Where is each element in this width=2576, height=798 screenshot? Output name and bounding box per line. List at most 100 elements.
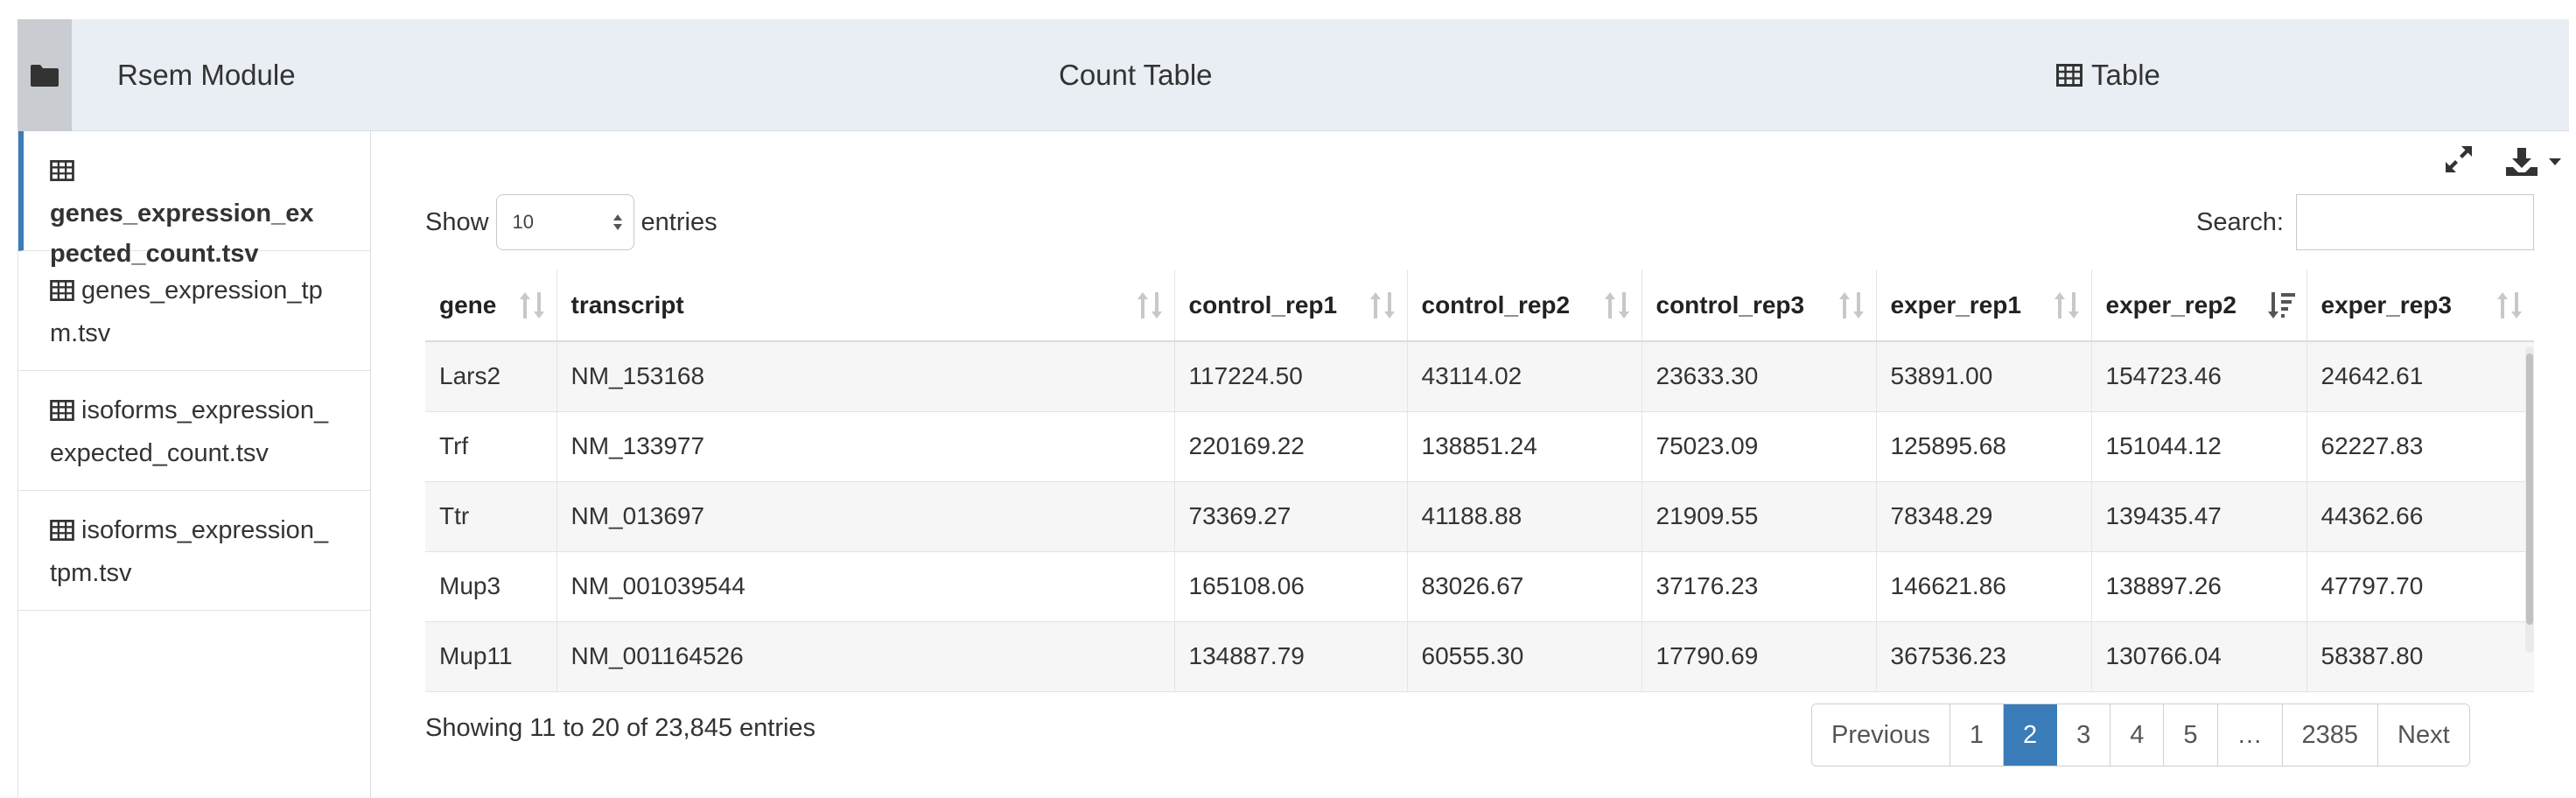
cell-gene: Mup3 — [425, 551, 557, 622]
expand-icon — [2446, 146, 2472, 172]
sort-icon — [1369, 290, 1396, 320]
sidebar-item-label: isoforms_expression_ expected_count.tsv — [50, 396, 329, 467]
sidebar-item-isoforms-expected-count[interactable]: isoforms_expression_ expected_count.tsv — [18, 371, 370, 491]
table-view-tab[interactable]: Table — [2056, 19, 2160, 131]
column-header-gene[interactable]: gene — [425, 270, 557, 342]
module-header: Rsem Module Count Table Table — [18, 19, 2569, 131]
table-header-row: gene transcript control_rep1 control_rep… — [425, 270, 2534, 342]
cell-gene: Ttr — [425, 481, 557, 552]
table-icon — [50, 393, 74, 433]
page-button-1[interactable]: 1 — [1950, 704, 2004, 766]
folder-toggle-button[interactable] — [18, 19, 72, 131]
cell-gene: Trf — [425, 411, 557, 482]
cell-transcript: NM_001039544 — [556, 551, 1175, 622]
page-next-button[interactable]: Next — [2378, 704, 2469, 766]
cell-control-rep1: 165108.06 — [1174, 551, 1408, 622]
expand-button[interactable] — [2443, 144, 2474, 179]
sort-icon — [2497, 290, 2524, 320]
cell-control-rep2: 138851.24 — [1407, 411, 1642, 482]
cell-exper-rep2: 154723.46 — [2091, 341, 2307, 412]
scrollbar-thumb[interactable] — [2526, 354, 2533, 625]
entries-label: entries — [640, 207, 718, 236]
cell-gene: Mup11 — [425, 621, 557, 692]
select-arrows-icon — [612, 214, 622, 230]
table-tools — [2443, 144, 2562, 179]
cell-exper-rep3: 58387.80 — [2306, 621, 2534, 692]
cell-exper-rep2: 151044.12 — [2091, 411, 2307, 482]
column-header-control-rep2[interactable]: control_rep2 — [1407, 270, 1642, 342]
cell-exper-rep3: 47797.70 — [2306, 551, 2534, 622]
table-view-label: Table — [2091, 59, 2160, 91]
caret-down-icon — [2549, 158, 2561, 165]
cell-exper-rep3: 62227.83 — [2306, 411, 2534, 482]
sort-icon — [1604, 290, 1631, 320]
sort-icon — [1137, 290, 1164, 320]
sidebar-item-isoforms-tpm[interactable]: isoforms_expression_ tpm.tsv — [18, 491, 370, 611]
download-dropdown-button[interactable] — [2504, 146, 2562, 178]
download-icon — [2506, 147, 2538, 176]
cell-control-rep3: 23633.30 — [1642, 341, 1877, 412]
cell-exper-rep1: 78348.29 — [1876, 481, 2092, 552]
cell-control-rep2: 60555.30 — [1407, 621, 1642, 692]
column-header-control-rep3[interactable]: control_rep3 — [1642, 270, 1877, 342]
module-title: Rsem Module — [117, 59, 296, 91]
page-button-2[interactable]: 2 — [2003, 704, 2058, 766]
cell-control-rep1: 73369.27 — [1174, 481, 1408, 552]
cell-control-rep1: 220169.22 — [1174, 411, 1408, 482]
cell-control-rep2: 41188.88 — [1407, 481, 1642, 552]
page-button-5[interactable]: 5 — [2164, 704, 2218, 766]
cell-control-rep2: 43114.02 — [1407, 341, 1642, 412]
table-info: Showing 11 to 20 of 23,845 entries — [425, 714, 816, 742]
table-row: Trf NM_133977 220169.22 138851.24 75023.… — [425, 411, 2534, 482]
cell-transcript: NM_153168 — [556, 341, 1175, 412]
table-row: Ttr NM_013697 73369.27 41188.88 21909.55… — [425, 481, 2534, 552]
table-scrollbar[interactable] — [2525, 346, 2534, 653]
table-row: Mup3 NM_001039544 165108.06 83026.67 371… — [425, 551, 2534, 622]
column-header-transcript[interactable]: transcript — [556, 270, 1175, 342]
search-control: Search: — [2196, 194, 2534, 250]
cell-exper-rep2: 139435.47 — [2091, 481, 2307, 552]
entries-per-page-select[interactable]: 10 — [495, 194, 634, 250]
column-header-exper-rep2[interactable]: exper_rep2 — [2091, 270, 2307, 342]
cell-exper-rep3: 44362.66 — [2306, 481, 2534, 552]
page-ellipsis: … — [2217, 704, 2283, 766]
cell-control-rep1: 117224.50 — [1174, 341, 1408, 412]
column-header-exper-rep3[interactable]: exper_rep3 — [2306, 270, 2534, 342]
cell-exper-rep2: 138897.26 — [2091, 551, 2307, 622]
cell-control-rep3: 21909.55 — [1642, 481, 1877, 552]
cell-control-rep3: 75023.09 — [1642, 411, 1877, 482]
cell-transcript: NM_133977 — [556, 411, 1175, 482]
sort-icon — [1838, 290, 1866, 320]
column-header-control-rep1[interactable]: control_rep1 — [1174, 270, 1408, 342]
table-icon — [50, 513, 74, 553]
length-control: Show 10 entries — [425, 194, 718, 250]
file-sidebar: genes_expression_ex pected_count.tsv gen… — [18, 131, 371, 798]
page-button-4[interactable]: 4 — [2110, 704, 2165, 766]
sort-desc-icon — [2267, 290, 2296, 320]
cell-control-rep3: 37176.23 — [1642, 551, 1877, 622]
cell-exper-rep1: 53891.00 — [1876, 341, 2092, 412]
sidebar-item-genes-expected-count[interactable]: genes_expression_ex pected_count.tsv — [18, 131, 370, 268]
page-previous-button[interactable]: Previous — [1812, 704, 1950, 766]
show-label: Show — [425, 207, 489, 236]
entries-per-page-value: 10 — [512, 211, 535, 233]
cell-transcript: NM_013697 — [556, 481, 1175, 552]
page-button-last[interactable]: 2385 — [2282, 704, 2379, 766]
cell-control-rep3: 17790.69 — [1642, 621, 1877, 692]
sidebar-item-label: isoforms_expression_ tpm.tsv — [50, 516, 329, 587]
pagination: Previous 1 2 3 4 5 … 2385 Next — [1811, 704, 2470, 766]
cell-exper-rep1: 367536.23 — [1876, 621, 2092, 692]
search-label: Search: — [2196, 207, 2284, 236]
search-input[interactable] — [2296, 194, 2534, 250]
sidebar-item-genes-tpm[interactable]: genes_expression_tp m.tsv — [18, 251, 370, 371]
sort-icon — [2054, 290, 2081, 320]
folder-icon — [31, 65, 59, 87]
page-button-3[interactable]: 3 — [2057, 704, 2111, 766]
cell-exper-rep3: 24642.61 — [2306, 341, 2534, 412]
sidebar-item-label: genes_expression_tp m.tsv — [50, 276, 323, 347]
column-header-exper-rep1[interactable]: exper_rep1 — [1876, 270, 2092, 342]
count-table: gene transcript control_rep1 control_rep… — [425, 270, 2534, 692]
table-icon — [50, 273, 74, 313]
main-content: Show 10 entries Search: gene transcript — [371, 131, 2576, 798]
cell-transcript: NM_001164526 — [556, 621, 1175, 692]
